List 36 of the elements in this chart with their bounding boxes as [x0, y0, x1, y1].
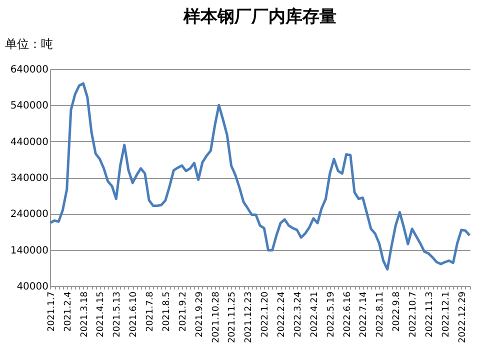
x-tick-label: 2022.4.21	[310, 292, 320, 338]
y-tick-label: 440000	[10, 136, 48, 148]
x-tick-label: 2022.11.3	[424, 292, 435, 338]
x-tick-label: 2021.9.2	[178, 292, 188, 332]
line-series	[49, 82, 471, 271]
chart-title: 样本钢厂厂内库存量	[182, 7, 336, 27]
y-tick-label: 240000	[10, 209, 48, 220]
x-tick-label: 2021.5.13	[112, 292, 123, 338]
x-tick-label: 2022.6.16	[342, 291, 353, 338]
x-tick-label: 2021.3.18	[80, 291, 90, 338]
text: 单位：吨	[5, 37, 53, 51]
y-tick-label: 140000	[10, 245, 48, 256]
x-tick-label: 2022.12.1	[441, 292, 452, 338]
x-tick-label: 2021.6.10	[129, 291, 140, 338]
x-tick-label: 2022.7.14	[359, 291, 370, 338]
x-tick-label: 2022.5.19	[326, 291, 336, 338]
y-tick-label: 340000	[10, 173, 48, 184]
x-tick-label: 2022.2.24	[277, 291, 288, 338]
x-tick-label: 2022.1.20	[260, 291, 271, 338]
x-tick-label: 2021.11.25	[228, 292, 238, 344]
x-tick-label: 2021.7.8	[146, 291, 156, 332]
y-tick-label: 640000	[10, 64, 48, 76]
x-tick-label: 2021.4.15	[96, 292, 106, 338]
x-tick-label: 2022.8.11	[376, 292, 386, 338]
x-tick-label: 2021.1.7	[46, 292, 57, 332]
x-tick-label: 2021.12.23	[244, 292, 254, 344]
y-tick-label: 540000	[10, 100, 48, 112]
x-tick-label: 2021.9.29	[194, 291, 205, 338]
x-tick-label: 2022.10.7	[408, 292, 419, 338]
y-tick-label: 40000	[16, 282, 48, 292]
x-tick-label: 2022.3.24	[293, 291, 304, 338]
x-tick-label: 2022.12.29	[458, 291, 468, 344]
x-tick-label: 2021.2.4	[63, 291, 74, 332]
x-tick-label: 2022.9.8	[392, 291, 402, 332]
x-tick-label: 2021.8.5	[162, 292, 172, 332]
x-tick-label: 2021.10.28	[211, 291, 222, 344]
